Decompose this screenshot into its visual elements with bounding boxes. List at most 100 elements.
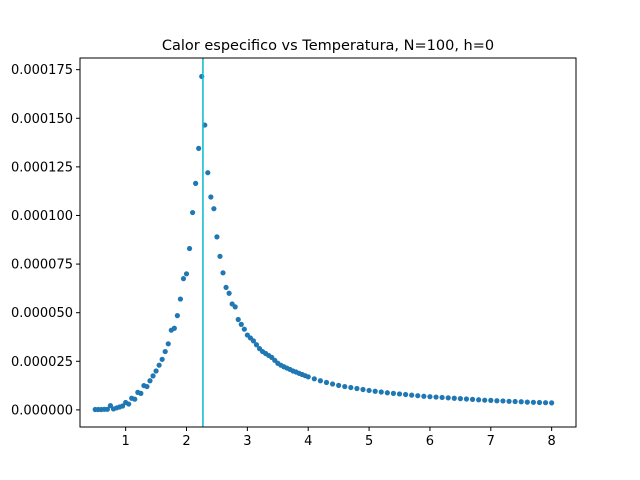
data-point xyxy=(311,376,317,382)
y-tick-label: 0.000000 xyxy=(11,403,73,418)
data-point xyxy=(193,180,199,186)
data-point xyxy=(445,395,451,401)
data-point xyxy=(171,325,177,331)
data-point xyxy=(305,374,311,380)
plot-frame xyxy=(79,57,577,428)
x-tick-label: 1 xyxy=(122,434,130,449)
data-point xyxy=(451,395,457,401)
data-point xyxy=(323,379,330,386)
data-point xyxy=(476,397,482,403)
y-tick-label: 0.000025 xyxy=(11,355,73,370)
data-point xyxy=(396,391,403,397)
data-point xyxy=(536,399,543,406)
data-point xyxy=(518,399,524,405)
data-point xyxy=(336,382,342,388)
data-point xyxy=(132,396,138,402)
y-tick-label: 0.000050 xyxy=(11,306,73,321)
data-point xyxy=(372,388,378,394)
data-point xyxy=(186,245,193,252)
data-point xyxy=(488,397,494,403)
data-point xyxy=(223,284,229,291)
data-point xyxy=(144,383,150,390)
data-point xyxy=(403,391,409,398)
data-point xyxy=(354,385,360,392)
data-point xyxy=(211,206,217,212)
data-point xyxy=(162,348,168,355)
y-tick-label: 0.000075 xyxy=(11,258,73,273)
data-point xyxy=(196,145,202,151)
data-point xyxy=(366,387,372,394)
data-point xyxy=(104,406,110,412)
data-point xyxy=(150,373,156,379)
x-tick-label: 5 xyxy=(365,434,373,449)
x-tick-label: 7 xyxy=(487,434,495,449)
data-point xyxy=(253,342,260,348)
data-point xyxy=(156,362,162,368)
data-point xyxy=(174,313,180,319)
plot-layer xyxy=(92,58,555,427)
data-point xyxy=(421,393,427,399)
x-tick-label: 3 xyxy=(243,434,251,449)
data-point xyxy=(482,397,488,403)
data-point xyxy=(390,390,397,396)
data-point xyxy=(177,296,184,302)
y-tick-label: 0.000100 xyxy=(11,209,73,224)
data-point xyxy=(147,378,153,384)
data-point xyxy=(506,398,512,404)
data-point xyxy=(226,290,232,296)
data-point xyxy=(317,378,323,384)
data-point xyxy=(530,399,537,405)
data-point xyxy=(235,316,241,323)
data-point xyxy=(469,396,476,402)
data-point xyxy=(524,399,530,405)
y-tick-label: 0.000125 xyxy=(11,160,73,175)
data-point xyxy=(120,403,126,409)
data-point xyxy=(250,338,257,344)
data-point xyxy=(220,270,226,276)
data-point xyxy=(205,170,211,176)
y-tick-label: 0.000175 xyxy=(11,63,73,78)
data-point xyxy=(238,321,244,327)
data-point xyxy=(415,393,421,399)
data-point xyxy=(241,326,247,332)
data-point xyxy=(427,394,433,400)
x-tick-label: 6 xyxy=(426,434,434,449)
chart-title: Calor especifico vs Temperatura, N=100, … xyxy=(162,38,494,54)
data-point xyxy=(329,381,336,387)
data-point xyxy=(378,389,384,395)
data-point xyxy=(512,398,518,405)
data-point xyxy=(549,400,555,406)
axis-layer: 1 2 3 4 5 6 7 8 0.000000 0.000025 0.000050 0.000075… xyxy=(11,57,577,449)
data-point xyxy=(183,271,190,277)
data-point xyxy=(439,394,445,401)
data-point xyxy=(126,401,132,407)
data-point xyxy=(409,392,415,398)
data-point xyxy=(107,403,114,409)
data-point xyxy=(542,400,549,406)
data-point xyxy=(165,341,171,347)
x-tick-label: 8 xyxy=(548,434,556,449)
data-point xyxy=(433,394,439,400)
data-point xyxy=(180,276,187,282)
data-point xyxy=(217,253,223,259)
data-point xyxy=(463,396,470,402)
data-point xyxy=(348,384,354,391)
data-point xyxy=(457,396,463,402)
data-point xyxy=(208,194,214,200)
data-point xyxy=(384,390,390,396)
data-point xyxy=(494,398,500,404)
data-point xyxy=(500,398,506,404)
data-point xyxy=(232,304,238,310)
data-point xyxy=(189,209,196,216)
y-tick-label: 0.000150 xyxy=(11,112,73,127)
data-point xyxy=(214,234,220,240)
data-point xyxy=(153,368,159,374)
data-point xyxy=(138,390,144,396)
data-point xyxy=(342,383,348,390)
data-point xyxy=(360,386,366,393)
x-tick-label: 4 xyxy=(304,434,312,449)
data-point xyxy=(159,356,165,362)
x-tick-label: 2 xyxy=(182,434,190,449)
